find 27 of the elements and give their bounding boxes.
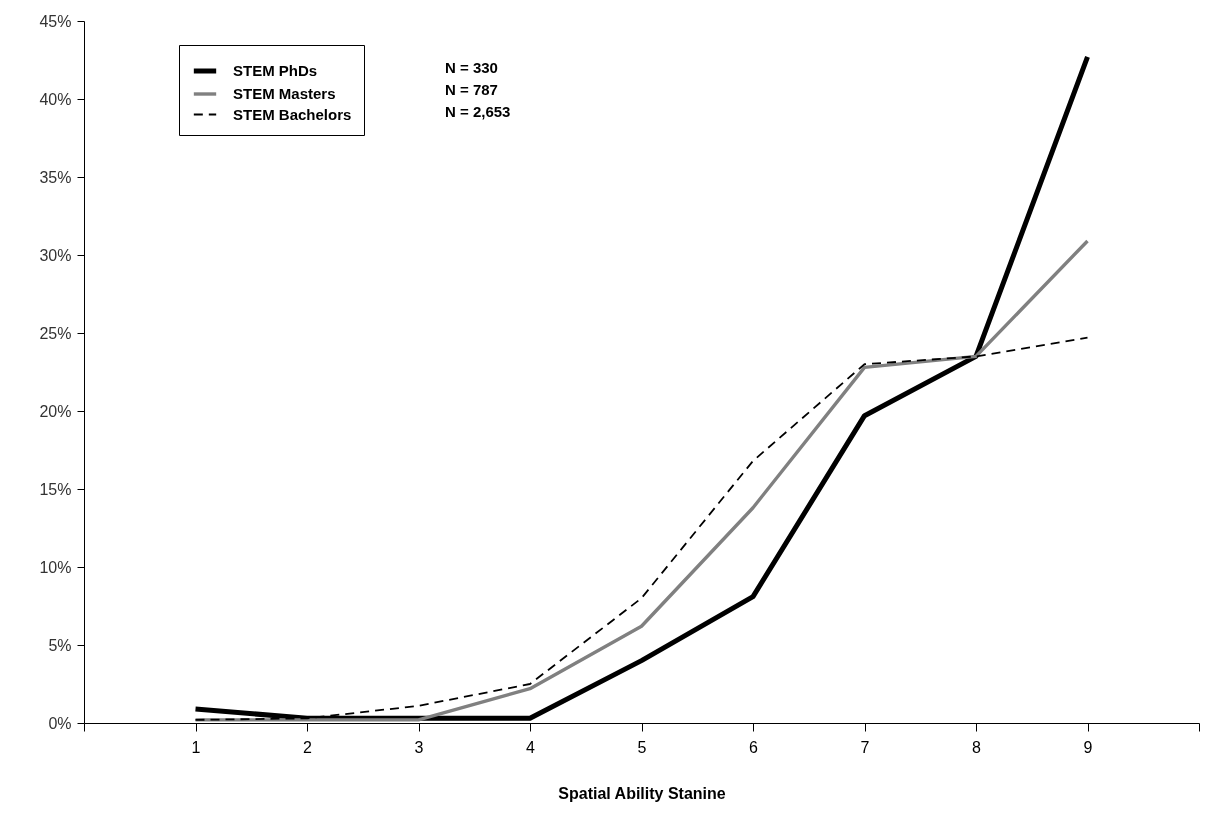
- annotation: N = 330: [445, 59, 498, 76]
- legend-label: STEM PhDs: [233, 62, 318, 79]
- y-tick-label: 35%: [39, 168, 72, 186]
- y-tick-label: 20%: [39, 402, 72, 420]
- legend-label: STEM Bachelors: [233, 105, 352, 123]
- legend-label: STEM Masters: [233, 85, 336, 102]
- x-tick-label: 2: [303, 738, 313, 756]
- annotation: N = 787: [445, 81, 498, 98]
- x-tick-label: 4: [526, 738, 536, 756]
- x-tick-label: 1: [191, 738, 201, 756]
- y-tick-label: 25%: [39, 324, 72, 342]
- y-tick-label: 10%: [39, 558, 72, 576]
- x-tick-label: 7: [860, 738, 870, 756]
- x-axis-title: Spatial Ability Stanine: [558, 784, 726, 802]
- y-tick-label: 30%: [39, 246, 72, 264]
- line-series: [193, 239, 1090, 722]
- y-tick-label: 5%: [48, 636, 72, 654]
- y-tick-label: 15%: [39, 480, 72, 498]
- x-tick-label: 3: [414, 738, 424, 756]
- y-tick-label: 0%: [48, 714, 72, 732]
- x-tick-label: 5: [637, 738, 647, 756]
- annotation: N = 2,653: [445, 103, 511, 120]
- x-tick-label: 9: [1083, 738, 1093, 756]
- x-tick-label: 8: [972, 738, 982, 756]
- x-tick-label: 6: [749, 738, 759, 756]
- y-tick-label: 40%: [39, 90, 72, 108]
- y-tick-label: 45%: [39, 12, 72, 30]
